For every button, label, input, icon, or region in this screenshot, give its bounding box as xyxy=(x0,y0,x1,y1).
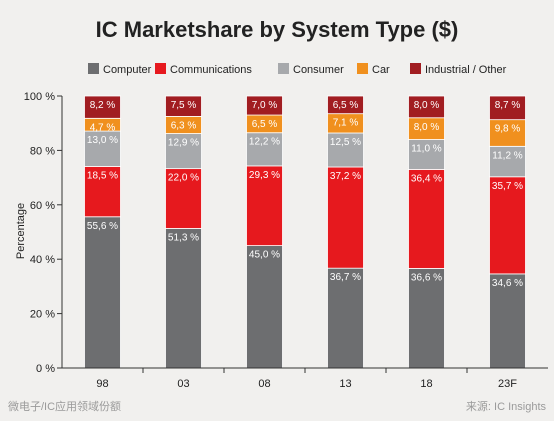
y-tick-label: 60 % xyxy=(30,200,55,212)
x-tick-label: 13 xyxy=(339,378,351,390)
data-label: 36,6 % xyxy=(411,272,442,283)
data-label: 45,0 % xyxy=(249,250,280,261)
bar-segment xyxy=(327,166,364,269)
data-label: 4,7 % xyxy=(90,122,116,133)
bar-segment xyxy=(84,166,121,218)
y-tick-label: 20 % xyxy=(30,309,55,321)
bar-segment xyxy=(165,228,202,369)
data-label: 8,7 % xyxy=(495,100,521,111)
bar-segment xyxy=(246,132,283,167)
bar-segment xyxy=(489,95,526,121)
data-label: 22,0 % xyxy=(168,173,199,184)
data-label: 36,7 % xyxy=(330,272,361,283)
y-tick-label: 80 % xyxy=(30,145,55,157)
data-label: 12,2 % xyxy=(249,137,280,148)
y-tick-label: 0 % xyxy=(36,363,55,375)
data-label: 55,6 % xyxy=(87,221,118,232)
bar-segment xyxy=(84,130,121,167)
data-label: 13,0 % xyxy=(87,135,118,146)
legend-swatch xyxy=(410,63,421,74)
bar-segment xyxy=(408,95,445,119)
bar-segment xyxy=(246,165,283,247)
bar-segment xyxy=(327,95,364,115)
legend-swatch xyxy=(155,63,166,74)
data-label: 12,9 % xyxy=(168,138,199,149)
bars: 55,6 % 18,5 % 13,0 % 4,7 % 8,2 % 51,3 % 22,0 %… xyxy=(84,95,526,369)
x-tick-label: 18 xyxy=(420,378,432,390)
x-tick-label: 98 xyxy=(96,378,108,390)
data-label: 6,5 % xyxy=(252,119,278,130)
chart-title: IC Marketshare by System Type ($) xyxy=(96,17,459,42)
data-label: 11,0 % xyxy=(411,144,441,155)
y-tick-label: 100 % xyxy=(24,91,55,103)
bar-segment xyxy=(165,95,202,117)
data-label: 9,8 % xyxy=(495,124,521,135)
x-tick-label: 08 xyxy=(258,378,270,390)
data-label: 8,0 % xyxy=(414,122,440,133)
y-axis-label: Percentage xyxy=(15,203,27,259)
legend-swatch xyxy=(88,63,99,74)
data-label: 18,5 % xyxy=(87,170,118,181)
data-label: 11,2 % xyxy=(492,150,522,161)
bar-segment xyxy=(408,268,445,369)
data-label: 6,3 % xyxy=(171,120,197,131)
legend-label: Consumer xyxy=(293,64,344,76)
footer-left-text: 微电子/IC应用领域份额 xyxy=(8,399,121,413)
data-label: 8,0 % xyxy=(414,100,440,111)
data-label: 12,5 % xyxy=(330,137,361,148)
data-label: 35,7 % xyxy=(492,181,523,192)
data-label: 6,5 % xyxy=(333,100,359,111)
data-label: 8,2 % xyxy=(90,100,116,111)
data-label: 36,4 % xyxy=(411,173,442,184)
legend-swatch xyxy=(278,63,289,74)
x-tick-label: 23F xyxy=(498,378,517,390)
y-axis-ticks: 0 % 20 % 40 % 60 % 80 % 100 % xyxy=(24,91,62,375)
x-tick-label: 03 xyxy=(177,378,189,390)
legend-label: Communications xyxy=(170,64,252,76)
bar-segment xyxy=(327,132,364,168)
legend: Computer Communications Consumer Car Industr… xyxy=(88,63,507,76)
data-label: 34,6 % xyxy=(492,278,523,289)
data-label: 7,5 % xyxy=(171,100,197,111)
legend-label: Computer xyxy=(103,64,152,76)
data-label: 51,3 % xyxy=(168,232,199,243)
legend-label: Industrial / Other xyxy=(425,64,507,76)
data-label: 7,1 % xyxy=(333,118,359,129)
data-label: 37,2 % xyxy=(330,171,361,182)
bar-segment xyxy=(408,169,445,269)
bar-segment xyxy=(84,95,121,119)
bar-segment xyxy=(246,245,283,369)
legend-swatch xyxy=(357,63,368,74)
y-tick-label: 40 % xyxy=(30,254,55,266)
axes xyxy=(61,96,548,369)
x-axis-ticks: 98 03 08 13 18 23F xyxy=(96,368,517,390)
bar-segment xyxy=(246,95,283,116)
bar-segment xyxy=(84,216,121,369)
data-label: 29,3 % xyxy=(249,170,280,181)
footer-source-text: 来源: IC Insights xyxy=(466,399,547,413)
legend-label: Car xyxy=(372,64,390,76)
data-label: 7,0 % xyxy=(252,100,278,111)
bar-segment xyxy=(408,139,445,170)
bar-segment xyxy=(327,267,364,369)
